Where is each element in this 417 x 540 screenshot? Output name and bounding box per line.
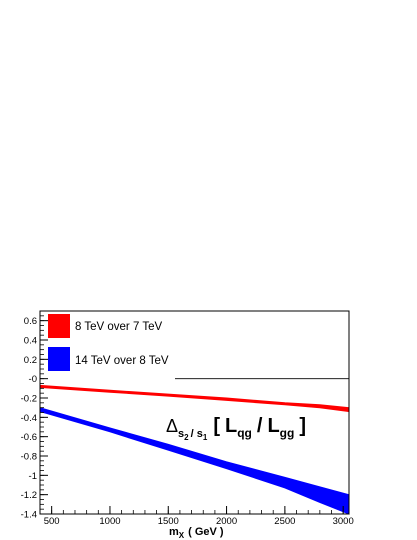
y-tick-label: -1.4 [21, 510, 37, 521]
y-tick-label: -1.2 [21, 490, 37, 501]
y-tick-label: 0.6 [24, 316, 37, 327]
y-tick-label: -0 [29, 374, 37, 385]
y-tick-label: -0.8 [21, 452, 37, 463]
anno-l2: L [267, 415, 279, 437]
legend: 8 TeV over 7 TeV 14 TeV over 8 TeV [48, 314, 169, 371]
axes: 0.6 0.4 0.2 -0 -0.2 -0.4 -0.6 -0.8 -1 -1.2 -1.4 500… [21, 310, 354, 527]
legend-label-8-over-7: 8 TeV over 7 TeV [75, 321, 162, 333]
x-tick-label: 1000 [99, 516, 120, 527]
legend-swatch-14-over-8 [48, 347, 70, 371]
anno-close-bracket: ] [299, 415, 306, 437]
x-tick-label: 500 [44, 516, 60, 527]
y-tick-label: -1 [29, 471, 37, 482]
x-tick-label: 2500 [274, 516, 295, 527]
x-axis-title-unit: ( GeV ) [188, 526, 224, 538]
band-series-0 [39, 384, 350, 413]
anno-s2-index: 2 [184, 433, 189, 442]
anno-slash: / [257, 415, 263, 437]
legend-swatch-8-over-7 [48, 314, 70, 338]
y-tick-label: -0.4 [21, 413, 37, 424]
anno-l2-sub: gg [280, 426, 295, 440]
y-tick-label: 0.2 [24, 355, 37, 366]
anno-s2: s [178, 428, 184, 440]
anno-open-bracket: [ [213, 415, 220, 437]
annotation: Δs2/ s1[Lqg / Lgg] [166, 415, 306, 442]
annotation-formula: Δs2/ s1[Lqg / Lgg] [166, 415, 306, 442]
anno-l1-sub: qg [237, 426, 252, 440]
x-axis-title: mX( GeV ) [169, 526, 224, 540]
legend-label-14-over-8: 14 TeV over 8 TeV [75, 355, 169, 367]
x-axis-title-m: m [169, 526, 179, 538]
anno-s1: s [197, 428, 203, 440]
x-tick-label: 3000 [333, 516, 354, 527]
anno-l1: L [225, 415, 237, 437]
x-tick-label: 2000 [216, 516, 237, 527]
plot-area [39, 378, 350, 515]
anno-s1-index: 1 [203, 433, 208, 442]
y-tick-label: -0.2 [21, 394, 37, 405]
x-axis-title-sub: X [179, 531, 185, 540]
x-tick-label: 1500 [158, 516, 179, 527]
anno-delta: Δ [166, 416, 178, 436]
y-tick-label: -0.6 [21, 432, 37, 443]
y-tick-label: 0.4 [24, 336, 37, 347]
anno-sub-slash: / [191, 428, 197, 440]
